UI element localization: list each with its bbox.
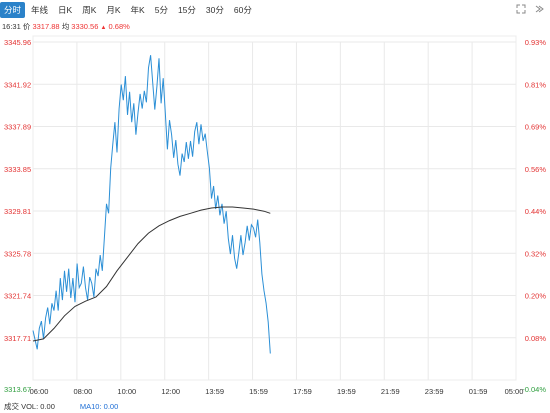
y-tick-left: 3321.74 [4, 292, 31, 301]
y-tick-right: 0.56% [525, 165, 547, 174]
tab-5[interactable]: 年K [130, 5, 145, 15]
y-tick-right: 0.81% [525, 80, 547, 89]
tab-2[interactable]: 日K [58, 5, 73, 15]
x-tick: 13:59 [205, 387, 224, 396]
volume-bar: 成交 VOL: 0.00 MA10: 0.00 [4, 401, 118, 412]
y-tick-right: 0.44% [525, 207, 547, 216]
fullscreen-icon[interactable] [516, 4, 526, 14]
y-tick-left: 3345.96 [4, 38, 31, 47]
tab-7[interactable]: 15分 [177, 5, 196, 15]
tab-8[interactable]: 30分 [205, 5, 224, 15]
x-tick: 08:00 [74, 387, 93, 396]
status-price: 3317.88 [32, 22, 60, 31]
y-tick-right: -0.04% [522, 385, 546, 394]
tab-1[interactable]: 年线 [31, 5, 49, 15]
status-avg-label: 均 [61, 22, 70, 31]
x-tick: 19:59 [337, 387, 356, 396]
x-tick: 10:00 [117, 387, 136, 396]
y-tick-left: 3333.85 [4, 165, 31, 174]
avg-line [32, 206, 271, 342]
y-tick-right: 0.93% [525, 38, 547, 47]
x-tick: 05:00 [505, 387, 524, 396]
x-tick: 17:59 [293, 387, 312, 396]
tab-0[interactable]: 分时 [0, 2, 26, 18]
toolbar [516, 4, 544, 14]
tab-4[interactable]: 月K [106, 5, 121, 15]
x-tick: 15:59 [249, 387, 268, 396]
y-tick-right: 0.08% [525, 334, 547, 343]
volume-label: 成交 [4, 402, 19, 411]
status-time: 16:31 [2, 22, 21, 31]
y-tick-left: 3317.71 [4, 334, 31, 343]
arrow-up-icon: ▲ [100, 25, 107, 31]
price-status: 16:31 价 3317.88 均 3330.56 ▲ 0.68% [2, 21, 130, 32]
next-icon[interactable] [534, 4, 544, 14]
tab-6[interactable]: 5分 [154, 5, 168, 15]
x-tick: 23:59 [425, 387, 444, 396]
y-tick-left: 3341.92 [4, 80, 31, 89]
tab-9[interactable]: 60分 [233, 5, 252, 15]
y-tick-right: 0.32% [525, 249, 547, 258]
ma10-label: MA10: 0.00 [79, 402, 119, 411]
chart-frame [32, 35, 517, 381]
status-price-label: 价 [22, 22, 31, 31]
y-tick-left: 3325.78 [4, 249, 31, 258]
y-tick-left: 3313.67 [4, 385, 31, 394]
price-line [32, 55, 271, 354]
y-tick-left: 3337.89 [4, 123, 31, 132]
x-tick: 21:59 [381, 387, 400, 396]
y-tick-right: 0.69% [525, 123, 547, 132]
y-tick-left: 3329.81 [4, 207, 31, 216]
period-tabs: 分时 年线 日K 周K 月K 年K 5分 15分 30分 60分 [0, 0, 550, 20]
x-tick: 06:00 [30, 387, 49, 396]
tab-3[interactable]: 周K [82, 5, 97, 15]
status-avg: 3330.56 [71, 22, 99, 31]
y-tick-right: 0.20% [525, 292, 547, 301]
vol-label: VOL: 0.00 [21, 402, 55, 411]
x-tick: 01:59 [469, 387, 488, 396]
status-change: 0.68% [108, 22, 130, 31]
x-tick: 12:00 [161, 387, 180, 396]
